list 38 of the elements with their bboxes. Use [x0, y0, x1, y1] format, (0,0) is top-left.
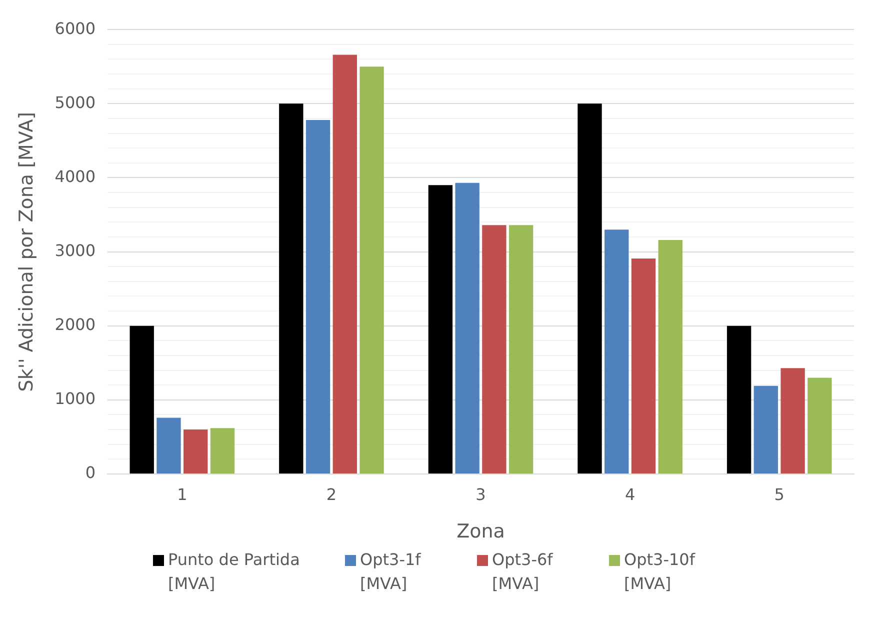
- legend-label: Opt3-6f [MVA]: [492, 549, 554, 595]
- x-tick-label: 3: [476, 484, 486, 504]
- bar: [360, 66, 384, 474]
- bar: [482, 225, 506, 474]
- bar: [455, 182, 480, 474]
- y-tick-label: 4000: [54, 166, 96, 186]
- y-tick-label: 2000: [54, 315, 96, 334]
- bar: [631, 258, 656, 474]
- bar: [578, 104, 602, 474]
- bar: [279, 104, 304, 474]
- x-tick-label: 5: [774, 484, 784, 504]
- y-axis-title: Sk'' Adicional por Zona [MVA]: [15, 112, 38, 392]
- y-tick-label: 1000: [54, 389, 96, 408]
- y-tick-label: 5000: [54, 92, 96, 112]
- bar: [184, 430, 208, 474]
- bar: [332, 54, 357, 474]
- bar: [754, 386, 778, 474]
- y-tick-label: 6000: [54, 18, 96, 38]
- bar: [508, 225, 534, 474]
- x-tick-label: 4: [624, 484, 636, 504]
- bar: [210, 428, 235, 474]
- x-tick-label: 2: [326, 484, 337, 504]
- x-axis-title: Zona: [456, 520, 505, 543]
- bar: [156, 418, 181, 474]
- bar: [726, 326, 752, 474]
- bar: [780, 368, 805, 474]
- bar: [428, 185, 453, 474]
- legend-label: Opt3-10f [MVA]: [624, 549, 696, 595]
- y-tick-label: 3000: [54, 240, 96, 260]
- bar: [658, 240, 682, 474]
- bar: [130, 326, 154, 474]
- bar: [808, 378, 832, 474]
- legend-label: Punto de Partida [MVA]: [168, 549, 301, 595]
- bar: [306, 120, 330, 474]
- x-tick-label: 1: [177, 484, 188, 504]
- y-tick-label: 0: [85, 463, 96, 482]
- legend-label: Opt3-1f [MVA]: [360, 549, 422, 595]
- bar: [604, 230, 629, 474]
